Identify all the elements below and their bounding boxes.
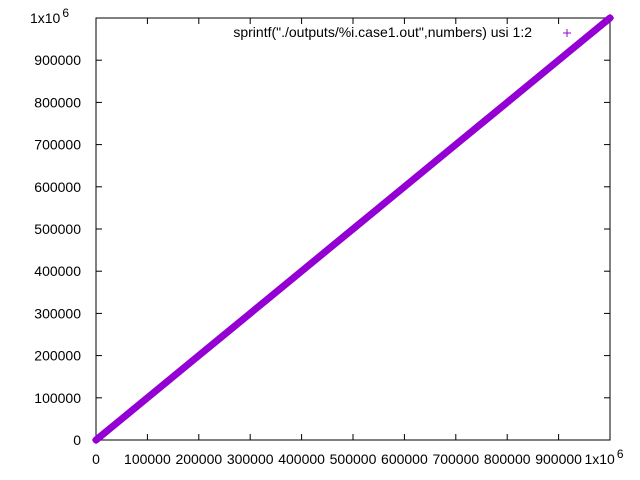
data-point-plus <box>323 246 332 255</box>
data-point-plus <box>451 140 460 149</box>
data-point-plus <box>143 393 152 402</box>
x-tick-label: 1x10 6 <box>584 447 623 467</box>
y-tick-label: 800000 <box>34 94 81 110</box>
data-point-plus <box>194 351 203 360</box>
legend-marker-plus <box>563 29 571 37</box>
y-tick-label: 0 <box>73 432 81 448</box>
x-tick-label: 300000 <box>227 451 274 467</box>
y-tick-label: 400000 <box>34 263 81 279</box>
data-points <box>92 14 614 444</box>
data-point-plus <box>220 330 229 339</box>
data-point-plus <box>528 77 537 86</box>
legend-label: sprintf("./outputs/%i.case1.out",numbers… <box>233 24 532 40</box>
data-point-plus <box>169 372 178 381</box>
y-tick-label: 1x10 6 <box>30 6 69 26</box>
data-point-plus <box>503 98 512 107</box>
x-tick-label: 500000 <box>330 451 377 467</box>
x-tick-label: 800000 <box>484 451 531 467</box>
x-tick-label: 400000 <box>278 451 325 467</box>
data-point-plus <box>349 225 357 233</box>
x-tick-label: 0 <box>92 451 100 467</box>
plot-border <box>95 17 611 441</box>
y-tick-label: 700000 <box>34 137 81 153</box>
x-tick-label: 100000 <box>124 451 171 467</box>
y-tick-label: 600000 <box>34 179 81 195</box>
y-tick-label: 200000 <box>34 348 81 364</box>
data-point-plus <box>246 309 255 318</box>
legend: sprintf("./outputs/%i.case1.out",numbers… <box>233 24 571 40</box>
data-point-plus <box>374 203 383 212</box>
data-point-plus <box>400 182 409 191</box>
data-point-plus <box>426 161 435 170</box>
x-tick-label: 200000 <box>175 451 222 467</box>
x-tick-label: 900000 <box>535 451 582 467</box>
y-tick-label: 300000 <box>34 305 81 321</box>
data-point-plus <box>580 35 589 44</box>
data-point-plus <box>92 436 100 444</box>
y-tick-label: 100000 <box>34 390 81 406</box>
data-point-plus <box>477 119 486 128</box>
data-point-plus <box>271 288 280 297</box>
y-tick-label: 500000 <box>34 221 81 237</box>
y-tick-label: 900000 <box>34 52 81 68</box>
x-tick-label: 600000 <box>381 451 428 467</box>
x-tick-label: 700000 <box>432 451 479 467</box>
data-point-plus <box>606 14 614 22</box>
data-point-plus <box>554 56 563 65</box>
tick-labels: 0 100000 200000 300000 400000 500000 600000 700… <box>30 6 624 467</box>
data-point-plus <box>117 414 126 423</box>
data-point-plus <box>297 267 306 276</box>
